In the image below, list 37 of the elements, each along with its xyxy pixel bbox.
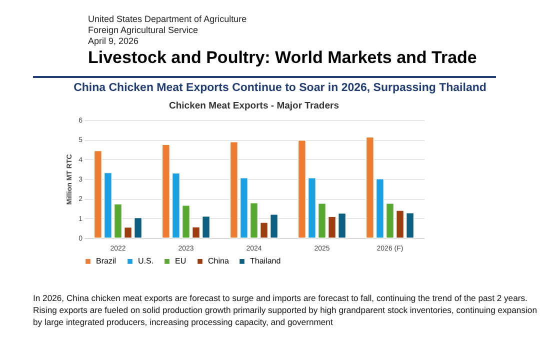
bar [318, 202, 326, 238]
bar [240, 177, 248, 238]
bar [114, 204, 122, 238]
bar [270, 214, 278, 238]
chart-subtitle: China Chicken Meat Exports Continue to Soar in 2026, Surpassing Thailand [72, 82, 488, 94]
bar [328, 216, 336, 238]
bar [94, 150, 102, 238]
text: In 2026, China chicken meat exports are forecast to surge and imports are forecast to fall, continuing the trend of the past 2 years. Rising exports are fueled on solid production growth primarily supported by high grandparent stock inventories, continuing expansion by large integrated producers, increasing processing capacity, and government [33, 292, 538, 328]
bar [366, 136, 374, 238]
bar [104, 172, 112, 238]
bar [298, 140, 306, 238]
bar [338, 212, 346, 238]
bar [202, 216, 210, 238]
bar [162, 144, 170, 238]
bar [250, 202, 258, 238]
legend-label: U.S. [138, 256, 154, 266]
chart-title: Chicken Meat Exports - Major Traders [169, 100, 339, 112]
legend-label: China [208, 256, 230, 266]
legend-label: Thailand [250, 256, 281, 266]
text: Foreign Agricultural Service [88, 25, 200, 36]
bar [260, 222, 268, 238]
text: Livestock and Poultry: World Markets and Trade [88, 48, 477, 68]
bar [124, 226, 132, 238]
bar [308, 177, 316, 238]
bar [134, 217, 142, 238]
text: United States Department of Agriculture [88, 14, 247, 25]
bar [230, 141, 238, 238]
bar [406, 212, 414, 238]
text: April 9, 2026 [88, 36, 140, 47]
legend-label: EU [175, 256, 186, 266]
bar [172, 172, 180, 238]
bar [192, 226, 200, 238]
bar [386, 202, 394, 238]
legend-label: Brazil [96, 256, 116, 266]
bar [376, 178, 384, 238]
bar [182, 204, 190, 238]
bar [396, 210, 404, 238]
